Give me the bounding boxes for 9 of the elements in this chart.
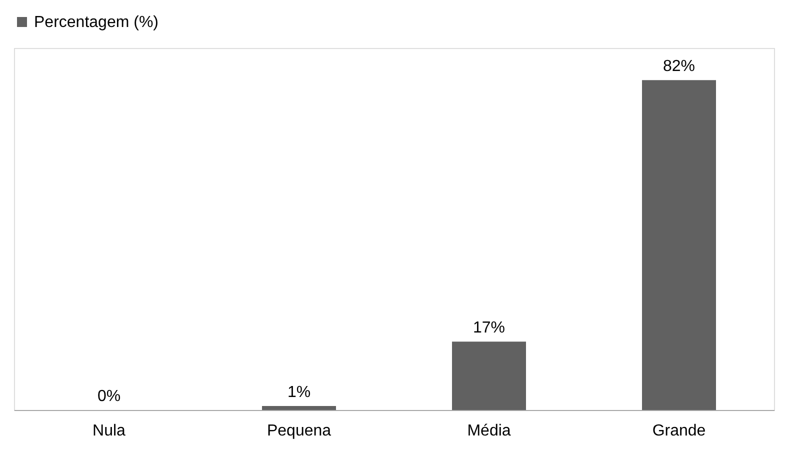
x-tick-label: Grande — [652, 422, 706, 440]
x-tick-label: Nula — [92, 422, 126, 440]
data-label: 17% — [472, 320, 506, 337]
data-label: 82% — [662, 58, 696, 76]
x-tick-label: Média — [467, 422, 511, 440]
legend-label: Percentagem (%) — [34, 14, 158, 31]
data-label: 0% — [97, 388, 121, 405]
x-tick-label: Pequena — [266, 422, 332, 440]
data-label: 1% — [287, 384, 311, 401]
